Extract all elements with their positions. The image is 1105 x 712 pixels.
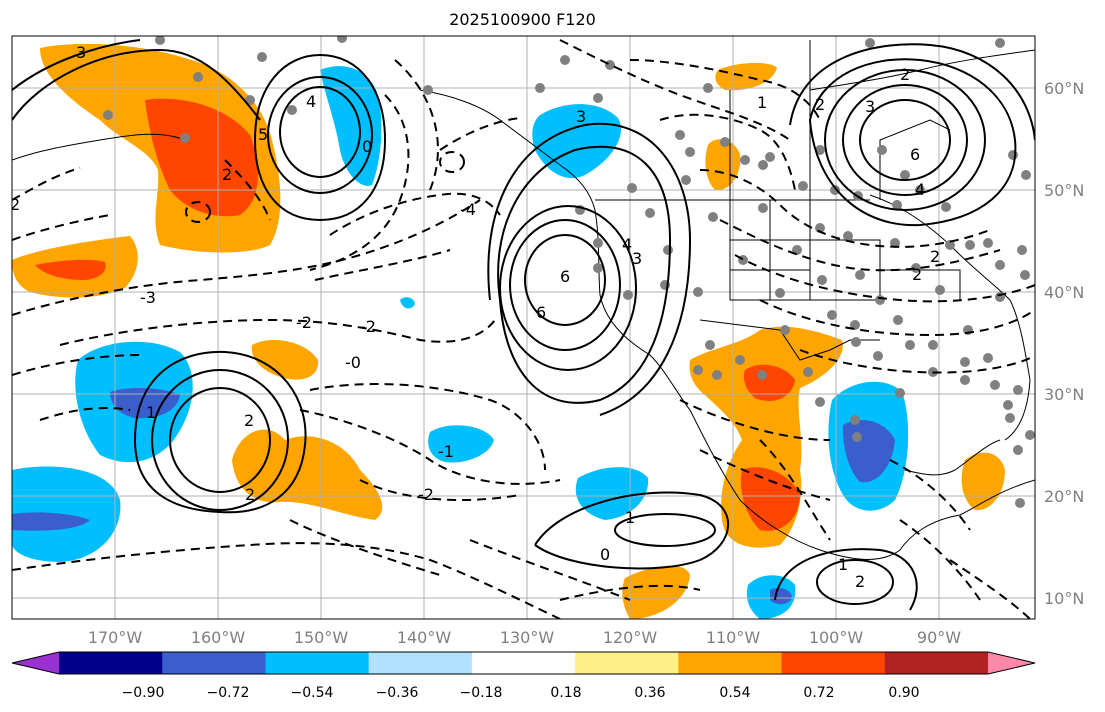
- colorbar-tick-label: 0.90: [888, 685, 919, 701]
- shade-positive: [715, 62, 777, 91]
- contour-label: 3: [865, 97, 875, 116]
- colorbar-segment: [884, 652, 989, 674]
- colorbar-ticks: −0.90 −0.72 −0.54 −0.36 −0.18 0.18 0.36 …: [122, 685, 920, 701]
- shade-negative: [400, 297, 415, 309]
- lat-label: 10°N: [1044, 589, 1084, 608]
- colorbar-tick-label: 0.72: [803, 685, 834, 701]
- shade-positive: [705, 139, 741, 191]
- contour-label: 2: [244, 411, 254, 430]
- contour-label: -4: [460, 200, 476, 219]
- contour-label: 3: [76, 43, 86, 62]
- shade-negative: [428, 425, 494, 463]
- contour-label: 0: [600, 545, 610, 564]
- lon-label: 120°W: [603, 628, 658, 647]
- contour-label: 5: [258, 125, 268, 144]
- contour-label: -2: [418, 485, 434, 504]
- contour-label: 6: [560, 267, 570, 286]
- gridlines: [12, 36, 1035, 619]
- colorbar-segment: [471, 652, 576, 674]
- colorbar-segment: [575, 652, 679, 674]
- shade-positive: [622, 565, 690, 619]
- colorbar-segment: [59, 652, 163, 674]
- contour-label: 2: [245, 485, 255, 504]
- contour-label: 6: [536, 303, 546, 322]
- map-panel: 3 4 5 0 2 1 3 4 2 -2 -2 -3 -4 -1 -2 -0 0…: [10, 36, 1035, 619]
- shade-strong-positive: [145, 98, 259, 217]
- lon-label: 150°W: [294, 628, 349, 647]
- contour-label: 0: [362, 137, 372, 156]
- map-frame: [11, 35, 1036, 620]
- lat-label: 50°N: [1044, 181, 1084, 200]
- contour-label: -2: [360, 317, 376, 336]
- contour-label: 1: [625, 508, 635, 527]
- colorbar: [11, 651, 1036, 675]
- colorbar-tick-label: −0.36: [376, 685, 419, 701]
- contour-label: 6: [910, 145, 920, 164]
- colorbar-segment: [265, 652, 370, 674]
- contour-label: 4: [915, 180, 925, 199]
- contour-label: 2: [815, 95, 825, 114]
- lat-label: 60°N: [1044, 79, 1084, 98]
- dashed-contours: [12, 39, 1035, 619]
- lon-label: 110°W: [706, 628, 761, 647]
- colorbar-segment: [368, 652, 473, 674]
- colorbar-extend-min: [12, 652, 59, 674]
- contour-labels: 3 4 5 0 2 1 3 4 2 -2 -2 -3 -4 -1 -2 -0 0…: [10, 43, 940, 591]
- lat-label: 30°N: [1044, 385, 1084, 404]
- shade-positive: [251, 340, 319, 380]
- lon-label: 170°W: [88, 628, 143, 647]
- colorbar-segment: [781, 652, 886, 674]
- contour-label: 4: [306, 92, 316, 111]
- contour-label: 1: [757, 93, 767, 112]
- contour-label: -0: [345, 353, 361, 372]
- lat-axis-labels: 60°N 50°N 40°N 30°N 20°N 10°N: [1044, 79, 1084, 608]
- solid-contours: [12, 39, 1035, 611]
- colorbar-tick-label: 0.54: [719, 685, 750, 701]
- lon-label: 130°W: [500, 628, 555, 647]
- contour-label: 4: [622, 235, 632, 254]
- shade-strong-positive: [740, 467, 800, 531]
- shade-strong-positive: [743, 364, 795, 401]
- shade-positive: [689, 326, 843, 548]
- lon-label: 90°W: [917, 628, 961, 647]
- lat-label: 20°N: [1044, 487, 1084, 506]
- contour-label: 3: [632, 249, 642, 268]
- contour-label: -2: [296, 313, 312, 332]
- shade-strong-positive: [35, 259, 106, 280]
- shade-strong-negative: [12, 512, 90, 531]
- colorbar-tick-label: −0.18: [460, 685, 503, 701]
- contour-label: 2: [930, 247, 940, 266]
- contour-label: 1: [146, 403, 156, 422]
- lon-axis-labels: 170°W 160°W 150°W 140°W 130°W 120°W 110°…: [88, 628, 961, 647]
- colorbar-outline: [11, 651, 1036, 675]
- shade-negative: [12, 466, 121, 562]
- contour-label: -1: [438, 442, 454, 461]
- colorbar-tick-label: 0.36: [634, 685, 665, 701]
- colorbar-tick-label: 0.18: [550, 685, 581, 701]
- colorbar-segment: [162, 652, 266, 674]
- colorbar-tick-label: −0.54: [291, 685, 334, 701]
- lon-label: 140°W: [397, 628, 452, 647]
- contour-label: -3: [140, 288, 156, 307]
- colorbar-tick-label: −0.90: [122, 685, 165, 701]
- shade-negative: [320, 66, 382, 186]
- contour-label: 1: [838, 555, 848, 574]
- contour-label: 2: [222, 165, 232, 184]
- lat-label: 40°N: [1044, 283, 1084, 302]
- contour-label: 2: [855, 572, 865, 591]
- map-title: 2025100900 F120: [449, 10, 596, 29]
- colorbar-extend-max: [988, 652, 1035, 674]
- lon-label: 160°W: [191, 628, 246, 647]
- lon-label: 100°W: [809, 628, 864, 647]
- contour-label: 2: [10, 195, 20, 214]
- shade-strong-negative: [110, 388, 180, 419]
- contour-label: 2: [900, 65, 910, 84]
- colorbar-segment: [678, 652, 783, 674]
- contour-label: 3: [576, 107, 586, 126]
- shade-strong-negative: [770, 587, 792, 605]
- contour-label: 2: [912, 265, 922, 284]
- colorbar-tick-label: −0.72: [207, 685, 250, 701]
